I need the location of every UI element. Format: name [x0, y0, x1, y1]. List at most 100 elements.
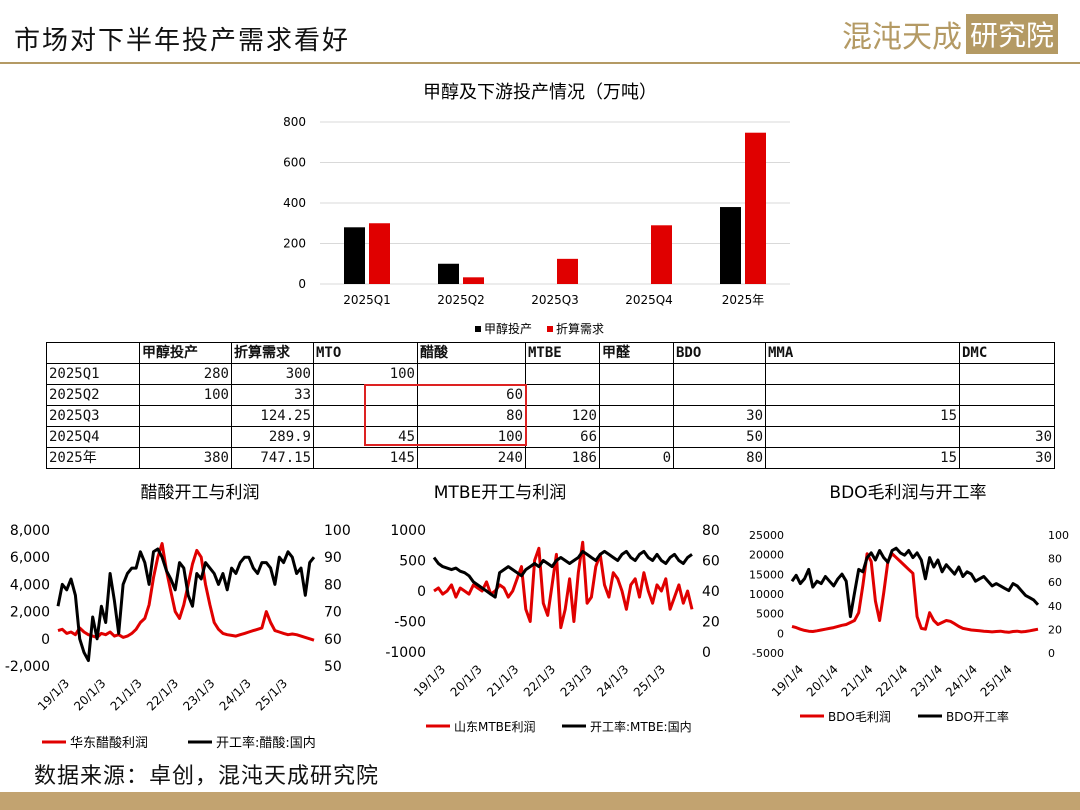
bar-methanol — [344, 227, 365, 284]
table-cell: 120 — [525, 405, 600, 427]
bar-category-label: 2025Q4 — [625, 293, 673, 307]
line-legend-label: BDO毛利润 — [828, 710, 891, 724]
table-cell — [959, 363, 1055, 385]
table-cell — [765, 384, 960, 406]
xtick-label: 21/1/3 — [484, 662, 521, 699]
xtick-label: 19/1/3 — [411, 662, 448, 699]
table-cell — [599, 426, 674, 448]
right-ytick-label: 80 — [1048, 553, 1062, 566]
line-legend-label: 开工率:MTBE:国内 — [590, 719, 692, 734]
table-cell: 30 — [673, 405, 766, 427]
left-ytick-label: -500 — [394, 615, 426, 631]
table-header-cell: 甲醛 — [599, 342, 674, 364]
line-chart-title: 醋酸开工与利润 — [141, 483, 260, 503]
right-ytick-label: 20 — [1048, 623, 1062, 636]
table-cell — [959, 384, 1055, 406]
table-cell — [959, 405, 1055, 427]
table-cell — [139, 426, 232, 448]
xtick-label: 20/1/4 — [804, 662, 841, 699]
left-ytick-label: -2,000 — [5, 659, 50, 675]
table-header-cell: MMA — [765, 342, 960, 364]
left-ytick-label: 0 — [777, 627, 784, 640]
table-row: 2025年 380 747.15 145 240 186 0 80 15 30 — [46, 447, 1055, 469]
table-cell: 2025年 — [46, 447, 140, 469]
right-ytick-label: 60 — [702, 554, 720, 570]
series-line-profit — [57, 542, 315, 642]
left-ytick-label: 5000 — [756, 608, 784, 621]
bar-legend-label: 折算需求 — [556, 321, 604, 336]
xtick-label: 24/1/3 — [217, 676, 254, 713]
table-header-cell: DMC — [959, 342, 1055, 364]
bar-category-label: 2025Q3 — [531, 293, 579, 307]
bar-demand — [463, 277, 484, 284]
table-cell: 280 — [139, 363, 232, 385]
table-row: 2025Q2 100 33 60 — [46, 384, 1055, 406]
table-header-cell: MTBE — [525, 342, 600, 364]
xtick-label: 21/1/4 — [838, 662, 875, 699]
left-ytick-label: 4,000 — [10, 577, 50, 593]
table-header-cell: 甲醇投产 — [139, 342, 232, 364]
left-ytick-label: 6,000 — [10, 550, 50, 566]
left-ytick-label: 8,000 — [10, 523, 50, 539]
table-cell: 2025Q4 — [46, 426, 140, 448]
xtick-label: 19/1/4 — [769, 662, 806, 699]
table-cell: 2025Q3 — [46, 405, 140, 427]
bar-legend-label: 甲醇投产 — [484, 321, 532, 336]
bar-methanol — [720, 207, 741, 284]
xtick-label: 22/1/3 — [144, 676, 181, 713]
xtick-label: 19/1/3 — [35, 676, 72, 713]
bar-ytick-label: 800 — [283, 115, 306, 129]
left-ytick-label: 0 — [417, 584, 426, 600]
right-ytick-label: 40 — [702, 584, 720, 600]
right-ytick-label: 100 — [324, 523, 351, 539]
bar-demand — [369, 223, 390, 284]
left-ytick-label: 2,000 — [10, 605, 50, 621]
left-ytick-label: -5000 — [752, 647, 784, 660]
right-ytick-label: 0 — [702, 645, 711, 661]
table-header-row: 甲醇投产 折算需求 MTO 醋酸 MTBE 甲醛 BDO MMA DMC — [46, 342, 1055, 364]
brand-box: 研究院 — [965, 14, 1058, 54]
bar-methanol — [438, 263, 459, 284]
table-cell — [525, 384, 600, 406]
table-cell — [673, 384, 766, 406]
right-ytick-label: 0 — [1048, 647, 1055, 660]
bar-ytick-label: 400 — [283, 196, 306, 210]
table-row: 2025Q4 289.9 45 100 66 50 30 — [46, 426, 1055, 448]
xtick-label: 23/1/4 — [908, 662, 945, 699]
table-cell — [599, 384, 674, 406]
data-table: 甲醇投产 折算需求 MTO 醋酸 MTBE 甲醛 BDO MMA DMC 2025Q1 280 300… — [46, 342, 1055, 469]
bar-legend-swatch — [547, 326, 553, 332]
right-ytick-label: 80 — [702, 523, 720, 539]
page-title: 市场对下半年投产需求看好 — [14, 26, 351, 56]
right-ytick-label: 20 — [702, 615, 720, 631]
bar-chart-title: 甲醇及下游投产情况（万吨） — [423, 82, 657, 103]
table-cell: 2025Q2 — [46, 384, 140, 406]
bar-demand — [651, 225, 672, 284]
left-ytick-label: 25000 — [749, 529, 784, 542]
table-header-cell: 折算需求 — [231, 342, 314, 364]
table-cell: 145 — [313, 447, 418, 469]
table-cell: 66 — [525, 426, 600, 448]
table-header-cell: 醋酸 — [417, 342, 526, 364]
table-cell: 100 — [417, 426, 526, 448]
series-line-profit — [433, 540, 694, 630]
left-ytick-label: 1000 — [390, 523, 426, 539]
xtick-label: 23/1/3 — [180, 676, 217, 713]
series-line-operating-rate — [790, 546, 1040, 619]
acetic-acid-chart: 醋酸开工与利润 -2,000 0 2,000 4,000 6,000 8,000 50 60 70… — [5, 483, 351, 751]
left-ytick-label: 10000 — [749, 588, 784, 601]
table-header-cell: MTO — [313, 342, 418, 364]
table-cell — [139, 405, 232, 427]
line-legend-label: 山东MTBE利润 — [454, 720, 536, 734]
bdo-chart: BDO毛利润与开工率 -5000 0 5000 10000 15000 20000 25000… — [749, 483, 1069, 724]
table-row: 2025Q3 124.25 80 120 30 15 — [46, 405, 1055, 427]
right-ytick-label: 70 — [324, 605, 342, 621]
table-cell: 380 — [139, 447, 232, 469]
table-cell — [599, 363, 674, 385]
table-cell: 50 — [673, 426, 766, 448]
bar-ytick-label: 0 — [298, 277, 306, 291]
table-cell: 33 — [231, 384, 314, 406]
footer-bar — [0, 792, 1080, 810]
table-cell: 30 — [959, 426, 1055, 448]
brand-main: 混沌天成 — [841, 20, 962, 55]
